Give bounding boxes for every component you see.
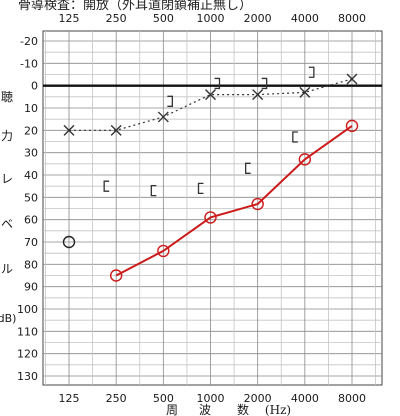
grid-frame	[42, 30, 383, 386]
bracket-left-marker	[197, 182, 204, 195]
y-label-char: 力	[1, 129, 13, 143]
cross-marker	[299, 86, 311, 98]
y-tick-label: 80	[24, 258, 38, 271]
y-label-char: 聴	[1, 90, 13, 104]
top-freq-label: 1000	[197, 12, 225, 25]
y-tick-label: 40	[24, 169, 38, 182]
bracket-left-marker	[245, 162, 251, 174]
bracket-right-marker	[308, 66, 315, 78]
top-freq-label: 4000	[291, 12, 319, 25]
y-tick-label: 60	[24, 214, 38, 227]
top-frequency-ticks: 125 250 500 1000 2000 4000 8000	[59, 12, 367, 25]
y-label-char: ル	[1, 262, 13, 276]
y-axis-ticks: -20 -10 0 10 20 30 40 50 60 70 80 90 100 110 120 130	[17, 35, 38, 383]
cross-marker	[110, 124, 122, 136]
x-label-char: (Hz)	[265, 403, 291, 416]
bottom-freq-label: 2000	[244, 392, 272, 405]
cross-marker	[205, 89, 216, 101]
y-tick-label: -20	[20, 35, 38, 48]
x-label-char: 数	[237, 402, 249, 416]
y-label-char: ベ	[1, 217, 13, 231]
bottom-freq-label: 4000	[291, 392, 319, 405]
bone-conduction-header-note: 骨導検査：開放（外耳道閉鎖補正無し）	[18, 0, 252, 13]
circle-marker	[204, 211, 217, 224]
cross-marker	[252, 89, 264, 101]
y-label-unit: dB)	[0, 312, 16, 325]
cross-marker	[157, 111, 169, 123]
y-tick-label: 110	[17, 325, 38, 338]
y-tick-label: 50	[24, 191, 38, 204]
circle-marker	[251, 197, 264, 211]
y-tick-label: -10	[20, 57, 38, 70]
header-area: 骨導検査：開放（外耳道閉鎖補正無し）	[18, 0, 252, 13]
cross-marker	[63, 124, 75, 136]
cross-marker	[346, 73, 358, 85]
bottom-freq-label: 1000	[197, 392, 225, 405]
bottom-freq-label: 500	[153, 392, 174, 405]
bracket-left-marker	[103, 180, 110, 192]
circle-marker	[298, 153, 312, 166]
top-freq-label: 500	[153, 12, 174, 25]
circle-marker	[62, 235, 76, 249]
top-freq-label: 125	[59, 12, 80, 25]
bracket-right-marker	[214, 77, 221, 90]
y-tick-label: 10	[24, 102, 38, 115]
bottom-freq-label: 250	[106, 392, 127, 405]
circle-marker	[157, 244, 170, 258]
y-tick-label: 90	[24, 281, 38, 294]
chart-grid	[42, 30, 383, 386]
bracket-right-marker	[167, 95, 173, 107]
top-freq-label: 250	[106, 12, 127, 25]
circle-marker	[109, 269, 123, 282]
x-label-char: 波	[199, 403, 211, 416]
y-tick-label: 130	[17, 370, 38, 383]
chart-series	[62, 66, 359, 282]
y-tick-label: 0	[31, 80, 38, 93]
y-label-char: レ	[1, 172, 13, 186]
series-line	[115, 125, 353, 277]
bottom-freq-label: 125	[59, 392, 80, 405]
y-tick-label: 30	[24, 147, 38, 160]
circle-marker	[345, 119, 359, 133]
x-label-char: 周	[166, 403, 178, 416]
x-axis-label: 周 波 数 (Hz)	[166, 402, 291, 416]
bottom-freq-label: 8000	[338, 392, 366, 405]
y-tick-label: 120	[17, 348, 38, 361]
top-freq-label: 2000	[244, 12, 272, 25]
bottom-frequency-ticks: 125 250 500 1000 2000 4000 8000	[59, 392, 367, 405]
bracket-left-marker	[292, 131, 298, 143]
bracket-right-marker	[261, 77, 268, 90]
y-tick-label: 20	[24, 124, 38, 137]
y-tick-label: 100	[17, 303, 38, 316]
bracket-left-marker	[150, 184, 157, 197]
top-freq-label: 8000	[338, 12, 366, 25]
y-tick-label: 70	[24, 236, 38, 249]
